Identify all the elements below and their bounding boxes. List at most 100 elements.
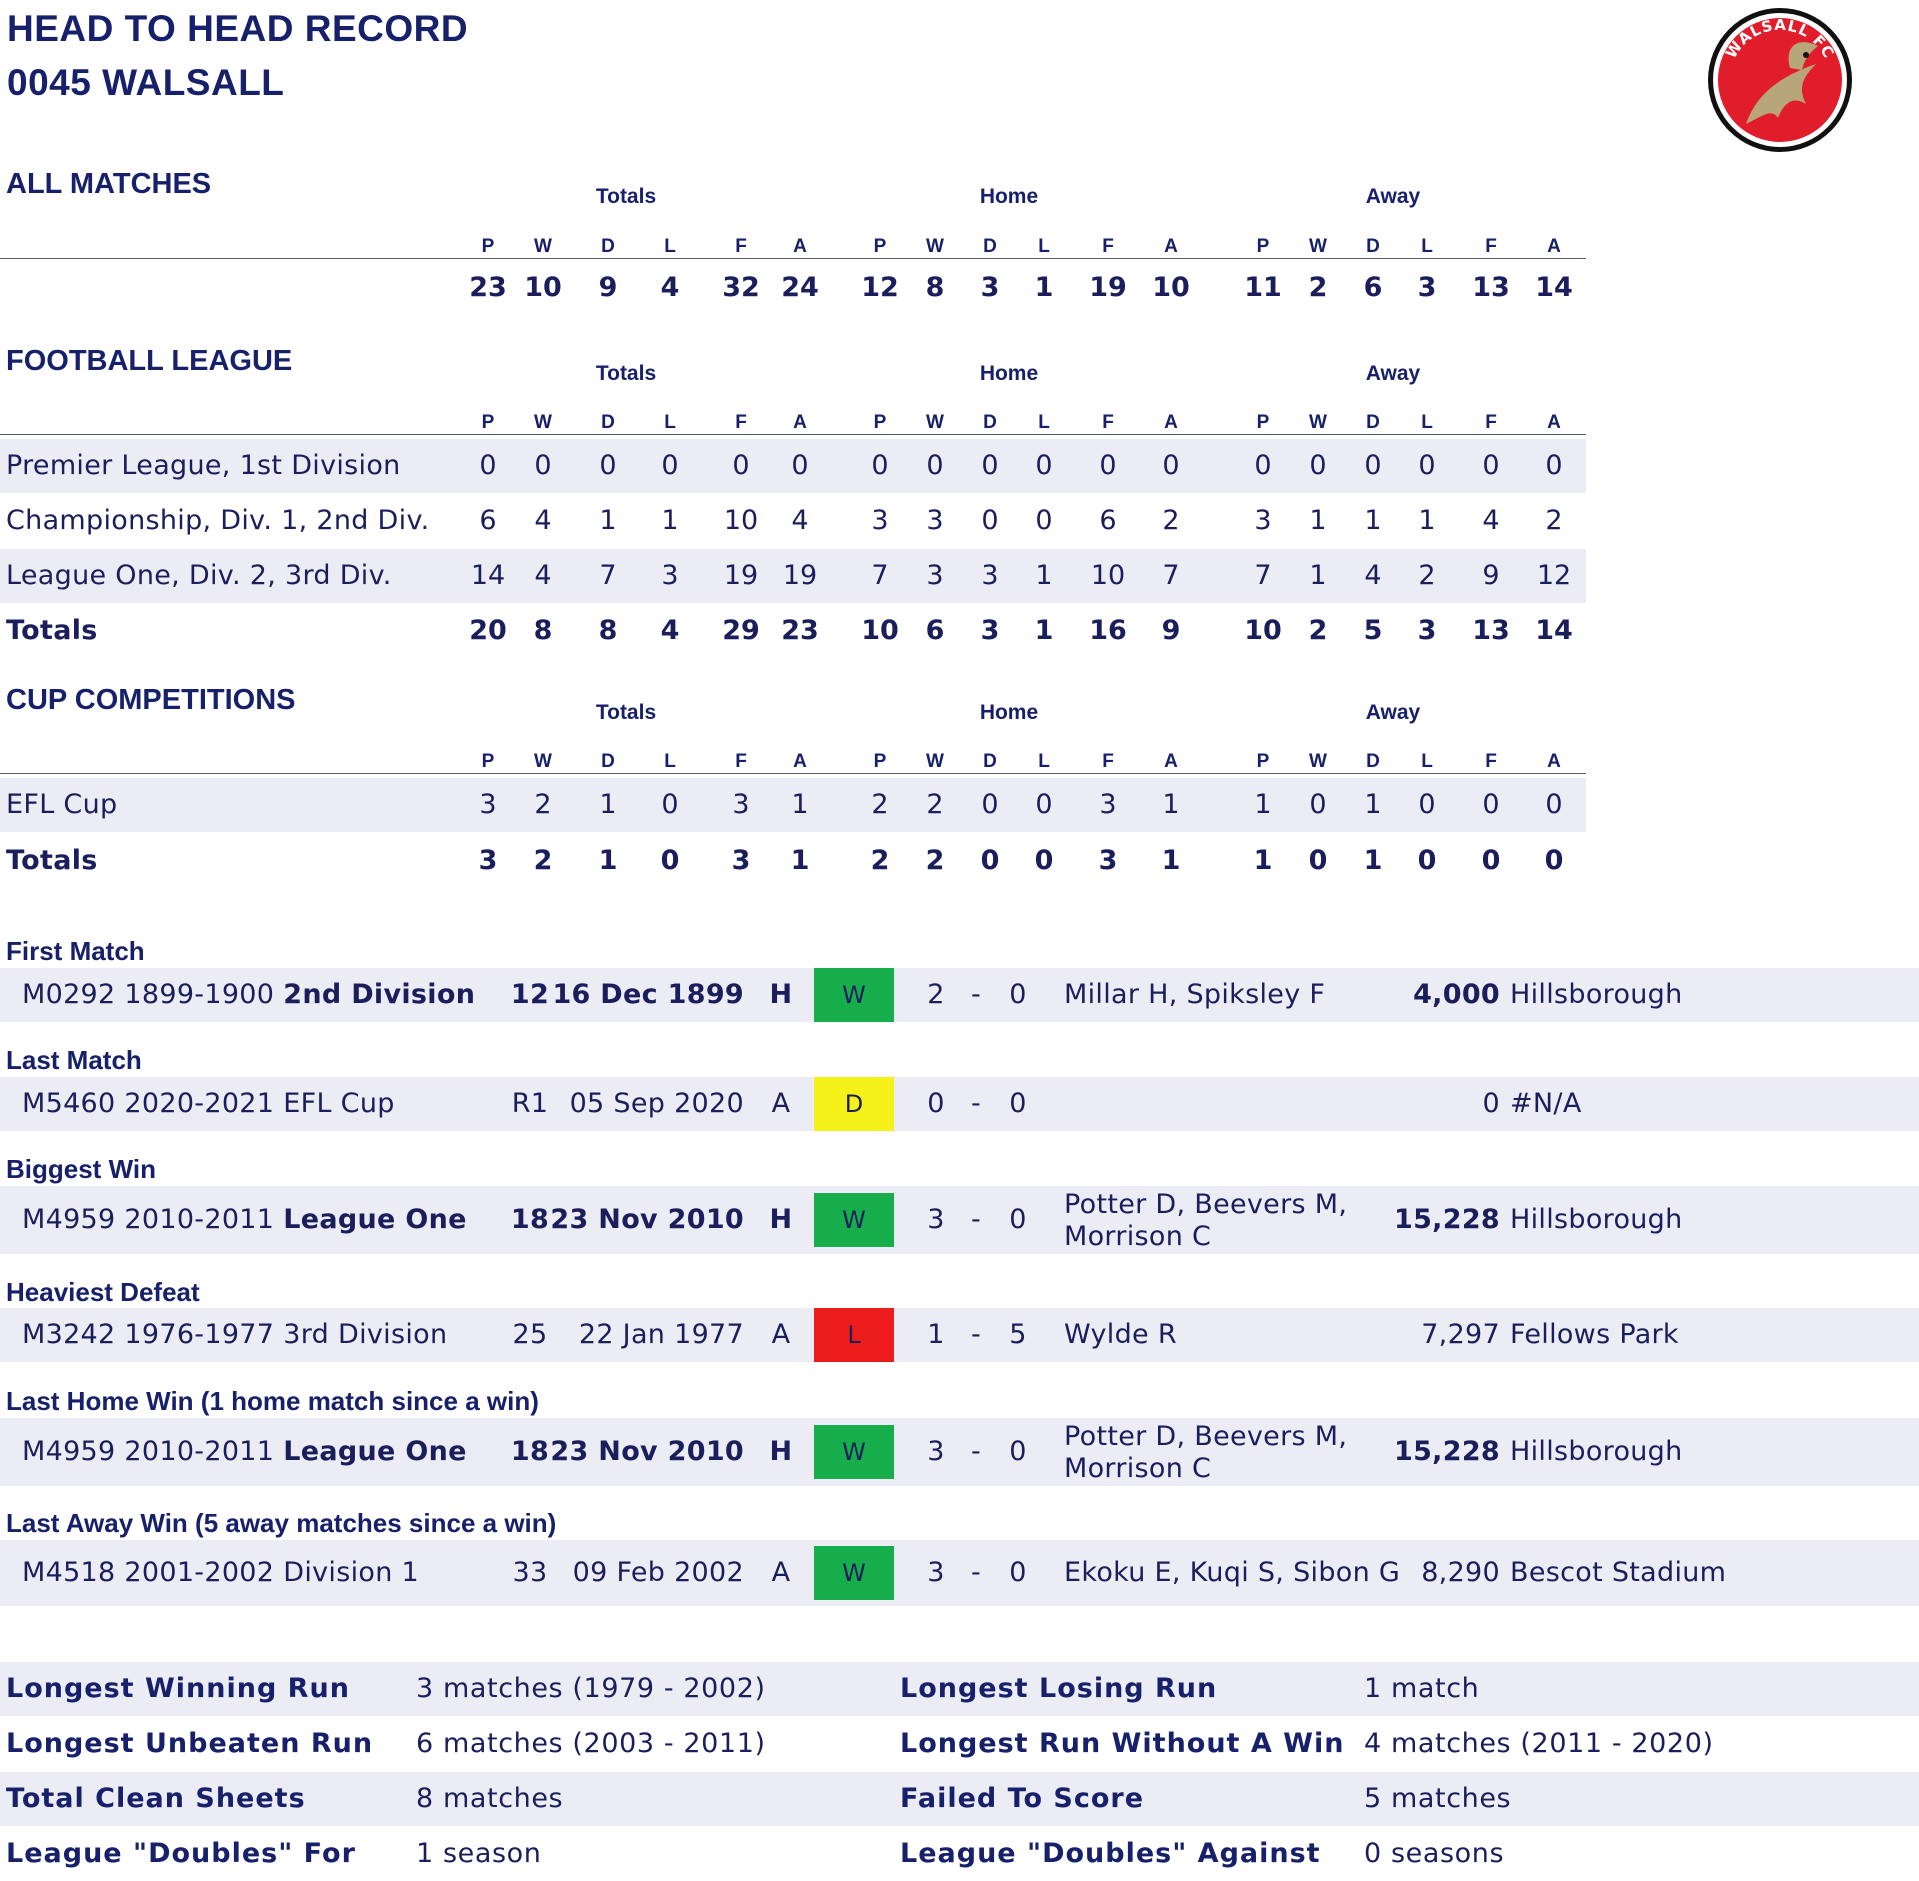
stat-cell: 0 xyxy=(981,505,999,536)
column-header: W xyxy=(1309,412,1327,433)
stat-value: 1 season xyxy=(416,1838,542,1869)
stat-cell: 5 xyxy=(1363,615,1383,646)
column-header: W xyxy=(534,751,552,772)
competition: EFL Cup xyxy=(283,1088,395,1119)
column-header: A xyxy=(793,412,807,433)
column-header: D xyxy=(601,412,615,433)
stat-cell: 9 xyxy=(1482,560,1500,591)
match-date: 23 Nov 2010 xyxy=(550,1436,744,1467)
header-rule xyxy=(0,773,1586,774)
league-position: 12 xyxy=(510,979,550,1010)
column-header: P xyxy=(481,412,495,433)
stat-cell: 1 xyxy=(791,789,809,820)
goal-scorers: Ekoku E, Kuqi S, Sibon G xyxy=(1064,1557,1401,1588)
stat-cell: 2 xyxy=(1545,505,1563,536)
stat-cell: 7 xyxy=(1254,560,1272,591)
stat-cell: 3 xyxy=(980,272,1000,303)
column-header: L xyxy=(1421,236,1433,257)
attendance: 0 xyxy=(1482,1088,1500,1119)
home-score: 3 xyxy=(927,1204,945,1235)
column-header: F xyxy=(1485,751,1497,772)
stat-cell: 0 xyxy=(1034,845,1054,876)
stat-cell: 12 xyxy=(1536,560,1572,591)
match-section-title: Last Home Win (1 home match since a win) xyxy=(6,1386,539,1416)
stat-cell: 3 xyxy=(732,789,750,820)
home-score: 2 xyxy=(927,979,945,1010)
stat-cell: 0 xyxy=(1309,450,1327,481)
stat-cell: 1 xyxy=(1035,560,1053,591)
goal-scorers: Morrison C xyxy=(1064,1221,1212,1252)
column-header: P xyxy=(1256,412,1270,433)
stat-cell: 3 xyxy=(926,505,944,536)
stat-cell: 14 xyxy=(1535,272,1573,303)
stat-cell: 0 xyxy=(661,450,679,481)
stat-cell: 1 xyxy=(1254,789,1272,820)
column-group-away: Away xyxy=(1365,701,1421,724)
column-group-home: Home xyxy=(979,701,1039,724)
stat-cell: 6 xyxy=(925,615,945,646)
competition: League One xyxy=(283,1204,467,1235)
row-band xyxy=(0,778,1586,832)
match-id-season: M4518 2001-2002 Division 1 xyxy=(22,1557,419,1589)
stat-cell: 24 xyxy=(781,272,819,303)
ground: Bescot Stadium xyxy=(1510,1557,1727,1588)
stat-cell: 11 xyxy=(1244,272,1282,303)
row-label: EFL Cup xyxy=(6,789,118,820)
match-date: 16 Dec 1899 xyxy=(552,979,744,1010)
ground: Fellows Park xyxy=(1510,1319,1679,1350)
stat-cell: 10 xyxy=(723,505,759,536)
stat-cell: 10 xyxy=(1090,560,1126,591)
home-score: 0 xyxy=(927,1088,945,1119)
column-group-away: Away xyxy=(1365,362,1421,385)
column-header: P xyxy=(481,236,495,257)
stat-cell: 1 xyxy=(790,845,810,876)
column-header: W xyxy=(1309,236,1327,257)
stat-cell: 19 xyxy=(1089,272,1127,303)
column-group-totals: Totals xyxy=(595,362,657,385)
stat-cell: 0 xyxy=(1309,789,1327,820)
result-badge: D xyxy=(814,1077,894,1131)
competition: Division 1 xyxy=(283,1557,419,1588)
score-dash: - xyxy=(970,1319,982,1350)
stat-label: League "Doubles" For xyxy=(6,1838,356,1869)
column-header: W xyxy=(926,412,944,433)
league-position: 18 xyxy=(510,1436,550,1467)
stat-cell: 0 xyxy=(1254,450,1272,481)
stat-cell: 0 xyxy=(1035,789,1053,820)
stat-cell: 2 xyxy=(1162,505,1180,536)
match-section-title: Biggest Win xyxy=(6,1154,156,1184)
column-header: L xyxy=(1038,236,1050,257)
goal-scorers: Morrison C xyxy=(1064,1453,1212,1484)
column-header: F xyxy=(1485,236,1497,257)
away-score: 5 xyxy=(1009,1319,1027,1350)
away-score: 0 xyxy=(1009,1088,1027,1119)
column-header: D xyxy=(1366,236,1380,257)
stat-label: Longest Losing Run xyxy=(900,1673,1218,1704)
stat-cell: 2 xyxy=(871,789,889,820)
column-header: L xyxy=(664,236,676,257)
column-header: P xyxy=(1256,751,1270,772)
stat-cell: 10 xyxy=(524,272,562,303)
stat-cell: 16 xyxy=(1089,615,1127,646)
goal-scorers: Wylde R xyxy=(1064,1319,1177,1350)
column-header: A xyxy=(793,751,807,772)
column-header: D xyxy=(983,236,997,257)
venue: A xyxy=(771,1088,791,1119)
stat-cell: 1 xyxy=(1364,505,1382,536)
match-id: M4959 2010-2011 xyxy=(22,1204,275,1235)
stat-cell: 20 xyxy=(469,615,507,646)
match-row xyxy=(0,968,1919,1022)
row-label: Championship, Div. 1, 2nd Div. xyxy=(6,505,430,536)
stat-cell: 7 xyxy=(1162,560,1180,591)
away-score: 0 xyxy=(1009,1436,1027,1467)
stat-cell: 3 xyxy=(871,505,889,536)
row-band xyxy=(0,439,1586,493)
match-id: M5460 2020-2021 xyxy=(22,1088,275,1119)
stat-cell: 1 xyxy=(1364,789,1382,820)
match-section-title: Last Match xyxy=(6,1045,142,1075)
stat-cell: 0 xyxy=(1544,845,1564,876)
row-label: League One, Div. 2, 3rd Div. xyxy=(6,560,392,591)
stat-cell: 0 xyxy=(926,450,944,481)
column-group-home: Home xyxy=(979,185,1039,208)
stat-value: 3 matches (1979 - 2002) xyxy=(416,1673,766,1704)
